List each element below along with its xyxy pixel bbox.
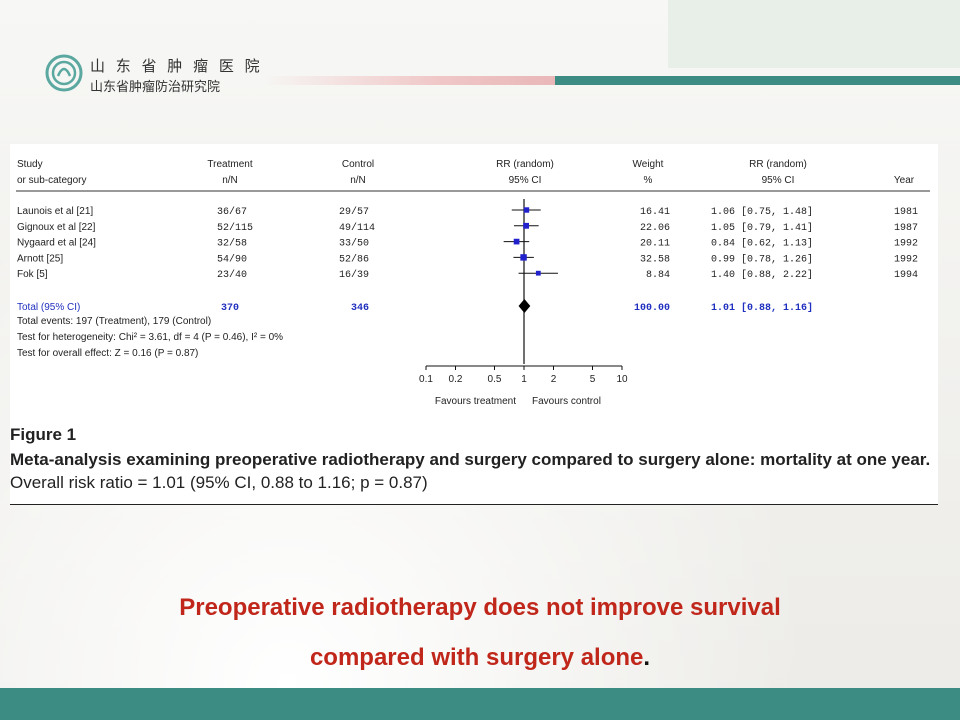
org-name: 山 东 省 肿 瘤 医 院 xyxy=(90,57,263,75)
summary-note: Total events: 197 (Treatment), 179 (Cont… xyxy=(17,316,211,327)
rr-ci-text: 0.99 [0.78, 1.26] xyxy=(711,253,813,265)
study-name: Gignoux et al [22] xyxy=(17,222,96,233)
pooled-diamond xyxy=(518,299,531,313)
org-subtitle: 山东省肿瘤防治研究院 xyxy=(90,80,221,95)
study-name: Nygaard et al [24] xyxy=(17,238,96,249)
point-estimate-marker xyxy=(535,270,541,276)
study-name: Launois et al [21] xyxy=(17,206,93,217)
forest-plot: Study or sub-category Treatment n/N Control n… xyxy=(16,159,930,407)
figure-label: Figure 1 xyxy=(10,425,77,444)
column-header-control-2: n/N xyxy=(350,175,366,186)
x-tick-label: 0.1 xyxy=(419,374,433,385)
weight-value: 8.84 xyxy=(646,270,670,281)
x-tick-label: 0.2 xyxy=(449,374,463,385)
weight-value: 32.58 xyxy=(640,254,670,265)
study-year: 1992 xyxy=(894,254,918,265)
x-tick-label: 2 xyxy=(551,374,557,385)
rr-ci-text: 1.06 [0.75, 1.48] xyxy=(711,206,813,218)
total-control: 346 xyxy=(351,303,369,314)
summary-note: Test for overall effect: Z = 0.16 (P = 0… xyxy=(17,348,198,359)
study-year: 1987 xyxy=(894,223,918,234)
column-header-treatment-2: n/N xyxy=(222,175,238,186)
column-header-study-2: or sub-category xyxy=(17,175,86,186)
total-treatment: 370 xyxy=(221,303,239,314)
summary-note: Test for heterogeneity: Chi² = 3.61, df … xyxy=(17,332,283,343)
conclusion-line-2-text: compared with surgery alone xyxy=(309,644,644,671)
weight-value: 22.06 xyxy=(640,223,670,234)
header-band-teal xyxy=(555,76,960,85)
total-weight: 100.00 xyxy=(634,303,670,314)
total-rr-ci-text: 1.01 [0.88, 1.16] xyxy=(711,302,813,314)
figure-caption-rest: Overall risk ratio = 1.01 (95% CI, 0.88 … xyxy=(10,473,428,492)
treatment-value: 52/115 xyxy=(217,222,253,234)
conclusion-line-1: Preoperative radiotherapy does not impro… xyxy=(179,594,781,621)
figure-caption-bold: Meta-analysis examining preoperative rad… xyxy=(10,450,931,469)
column-header-weight-1: Weight xyxy=(633,159,664,170)
figure-caption: Meta-analysis examining preoperative rad… xyxy=(10,448,938,494)
forest-plot-panel: Study or sub-category Treatment n/N Control n… xyxy=(10,144,938,505)
column-header-year-2: Year xyxy=(894,175,915,186)
column-header-study-1: Study xyxy=(17,159,43,170)
conclusion-line-2: compared with surgery alone. xyxy=(0,644,960,672)
treatment-value: 54/90 xyxy=(217,253,247,265)
point-estimate-marker xyxy=(520,254,527,261)
weight-value: 20.11 xyxy=(640,239,670,250)
control-value: 33/50 xyxy=(339,238,369,250)
weight-value: 16.41 xyxy=(640,207,670,218)
footer-bar xyxy=(0,688,960,720)
study-name: Arnott [25] xyxy=(17,253,63,264)
favours-control-label: Favours control xyxy=(532,396,601,407)
header-band-pink xyxy=(265,76,555,85)
treatment-value: 23/40 xyxy=(217,269,247,281)
x-tick-label: 1 xyxy=(521,374,527,385)
point-estimate-marker xyxy=(513,238,520,245)
total-label: Total (95% CI) xyxy=(17,302,80,313)
column-header-control-1: Control xyxy=(342,159,374,170)
conclusion-period: . xyxy=(643,644,651,671)
rr-ci-text: 0.84 [0.62, 1.13] xyxy=(711,238,813,250)
rr-ci-text: 1.05 [0.79, 1.41] xyxy=(711,222,813,234)
study-name: Fok [5] xyxy=(17,269,48,280)
column-header-rr-text-2: 95% CI xyxy=(762,175,795,186)
column-header-rr-plot-1: RR (random) xyxy=(496,159,554,170)
rr-ci-text: 1.40 [0.88, 2.22] xyxy=(711,269,813,281)
x-tick-label: 10 xyxy=(616,374,628,385)
x-tick-label: 0.5 xyxy=(488,374,502,385)
treatment-value: 36/67 xyxy=(217,206,247,218)
control-value: 52/86 xyxy=(339,253,369,265)
corner-decoration xyxy=(668,0,960,68)
study-year: 1994 xyxy=(894,270,918,281)
point-estimate-marker xyxy=(523,207,530,213)
treatment-value: 32/58 xyxy=(217,238,247,250)
control-value: 49/114 xyxy=(339,222,375,234)
column-header-rr-plot-2: 95% CI xyxy=(509,175,542,186)
control-value: 29/57 xyxy=(339,206,369,218)
x-tick-label: 5 xyxy=(590,374,596,385)
control-value: 16/39 xyxy=(339,269,369,281)
study-year: 1981 xyxy=(894,207,918,218)
column-header-treatment-1: Treatment xyxy=(207,159,252,170)
column-header-weight-2: % xyxy=(644,175,653,186)
hospital-logo xyxy=(45,54,83,92)
point-estimate-marker xyxy=(523,222,529,229)
study-year: 1992 xyxy=(894,239,918,250)
favours-treatment-label: Favours treatment xyxy=(435,396,516,407)
column-header-rr-text-1: RR (random) xyxy=(749,159,807,170)
